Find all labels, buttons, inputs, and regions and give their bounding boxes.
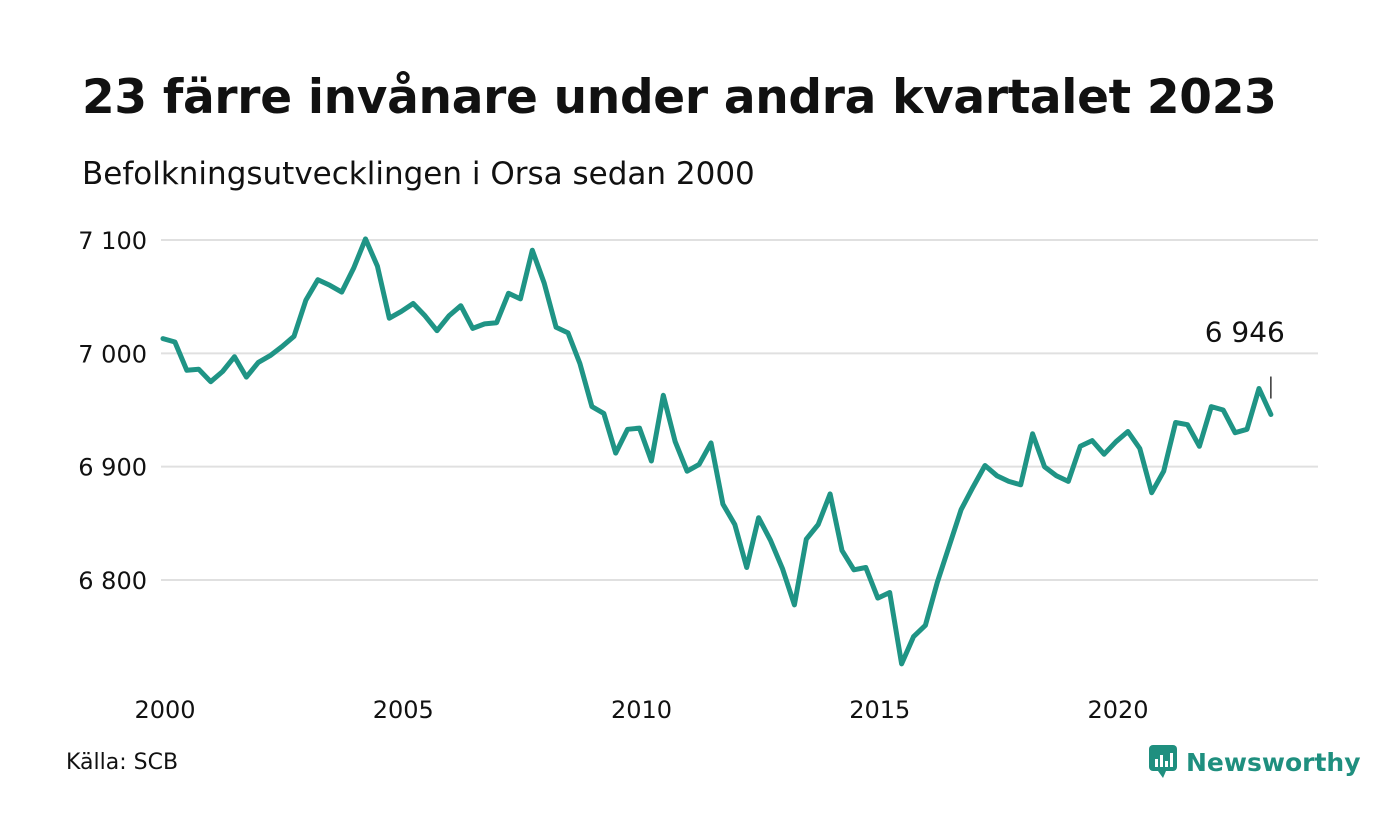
y-tick-label: 6 800 bbox=[78, 567, 147, 595]
x-tick-label: 2020 bbox=[1087, 696, 1148, 724]
chart-subtitle: Befolkningsutvecklingen i Orsa sedan 200… bbox=[82, 156, 755, 192]
x-tick-label: 2010 bbox=[611, 696, 672, 724]
newsworthy-logo: Newsworthy bbox=[1148, 744, 1361, 780]
x-tick-label: 2005 bbox=[373, 696, 434, 724]
x-tick-label: 2015 bbox=[849, 696, 910, 724]
series-layer bbox=[160, 236, 1274, 667]
y-tick-label: 7 000 bbox=[78, 340, 147, 368]
brand-name: Newsworthy bbox=[1186, 747, 1361, 777]
annotation-layer: 6 946 bbox=[1205, 316, 1285, 399]
y-tick-label: 7 100 bbox=[78, 227, 147, 255]
source-note: Källa: SCB bbox=[66, 750, 179, 775]
x-axis-tick-labels: 2000 2005 2010 2015 2020 bbox=[134, 696, 1148, 724]
last-value-label: 6 946 bbox=[1205, 316, 1285, 349]
grid-lines bbox=[161, 239, 1318, 581]
chart-title: 23 färre invånare under andra kvartalet … bbox=[82, 70, 1277, 125]
bar-chart-speech-bubble-icon bbox=[1149, 745, 1177, 778]
y-tick-label: 6 900 bbox=[78, 454, 147, 482]
x-tick-label: 2000 bbox=[134, 696, 195, 724]
series-line bbox=[160, 236, 1274, 667]
y-axis-tick-labels: 6 800 6 900 7 000 7 100 bbox=[78, 227, 147, 595]
